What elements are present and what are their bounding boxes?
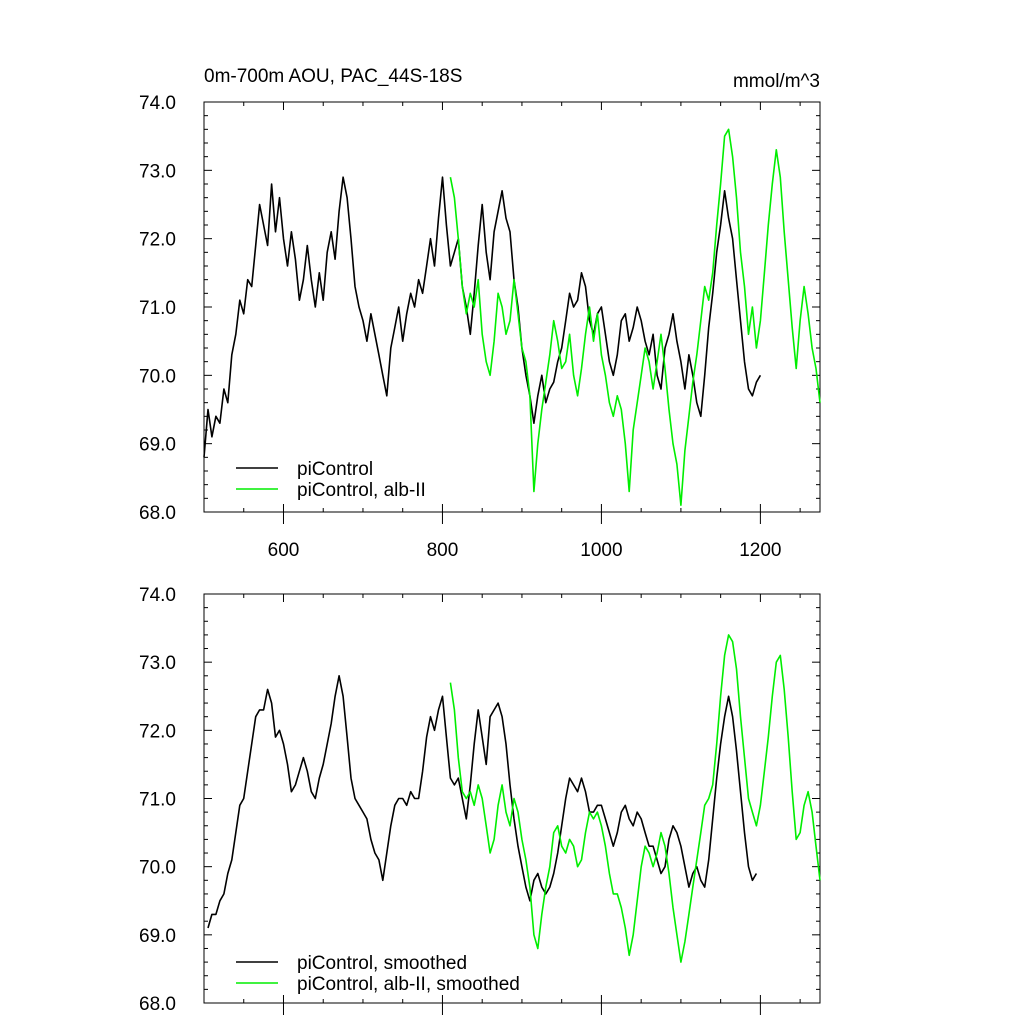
y-tick-label: 71.0 xyxy=(139,298,176,319)
x-tick-label: 800 xyxy=(427,540,459,561)
legend-label: piControl, alb-II, smoothed xyxy=(297,974,520,995)
y-tick-label: 68.0 xyxy=(139,503,176,524)
series-line-alb-ii xyxy=(449,128,821,507)
series-line-picontrol xyxy=(203,176,762,458)
y-tick-label: 68.0 xyxy=(139,994,176,1015)
y-tick-label: 72.0 xyxy=(139,230,176,251)
y-tick-label: 70.0 xyxy=(139,858,176,879)
series-line-picontrol xyxy=(207,674,758,929)
bottom-panel: 68.0 69.0 70.0 71.0 72.0 73.0 74.0 piControl, s… xyxy=(139,585,821,1015)
y-tick-label: 69.0 xyxy=(139,926,176,947)
x-tick-label: 1000 xyxy=(580,540,622,561)
x-tick-label: 600 xyxy=(268,540,300,561)
legend-label: piControl, alb-II xyxy=(297,480,426,501)
y-tick-label: 73.0 xyxy=(139,161,176,182)
y-tick-label: 72.0 xyxy=(139,721,176,742)
x-tick-label: 1200 xyxy=(739,540,781,561)
y-tick-label: 73.0 xyxy=(139,653,176,674)
chart-title: 0m-700m AOU, PAC_44S-18S xyxy=(204,66,462,87)
series-line-alb-ii xyxy=(449,634,821,963)
y-tick-label: 71.0 xyxy=(139,790,176,811)
units-label: mmol/m^3 xyxy=(733,71,820,92)
y-tick-label: 70.0 xyxy=(139,366,176,387)
y-tick-label: 74.0 xyxy=(139,585,176,606)
y-tick-label: 69.0 xyxy=(139,435,176,456)
legend-label: piControl, smoothed xyxy=(297,953,467,974)
legend-label: piControl xyxy=(297,459,373,480)
top-panel: 0m-700m AOU, PAC_44S-18S mmol/m^3 68.0 69… xyxy=(139,66,821,561)
y-tick-label: 74.0 xyxy=(139,93,176,114)
